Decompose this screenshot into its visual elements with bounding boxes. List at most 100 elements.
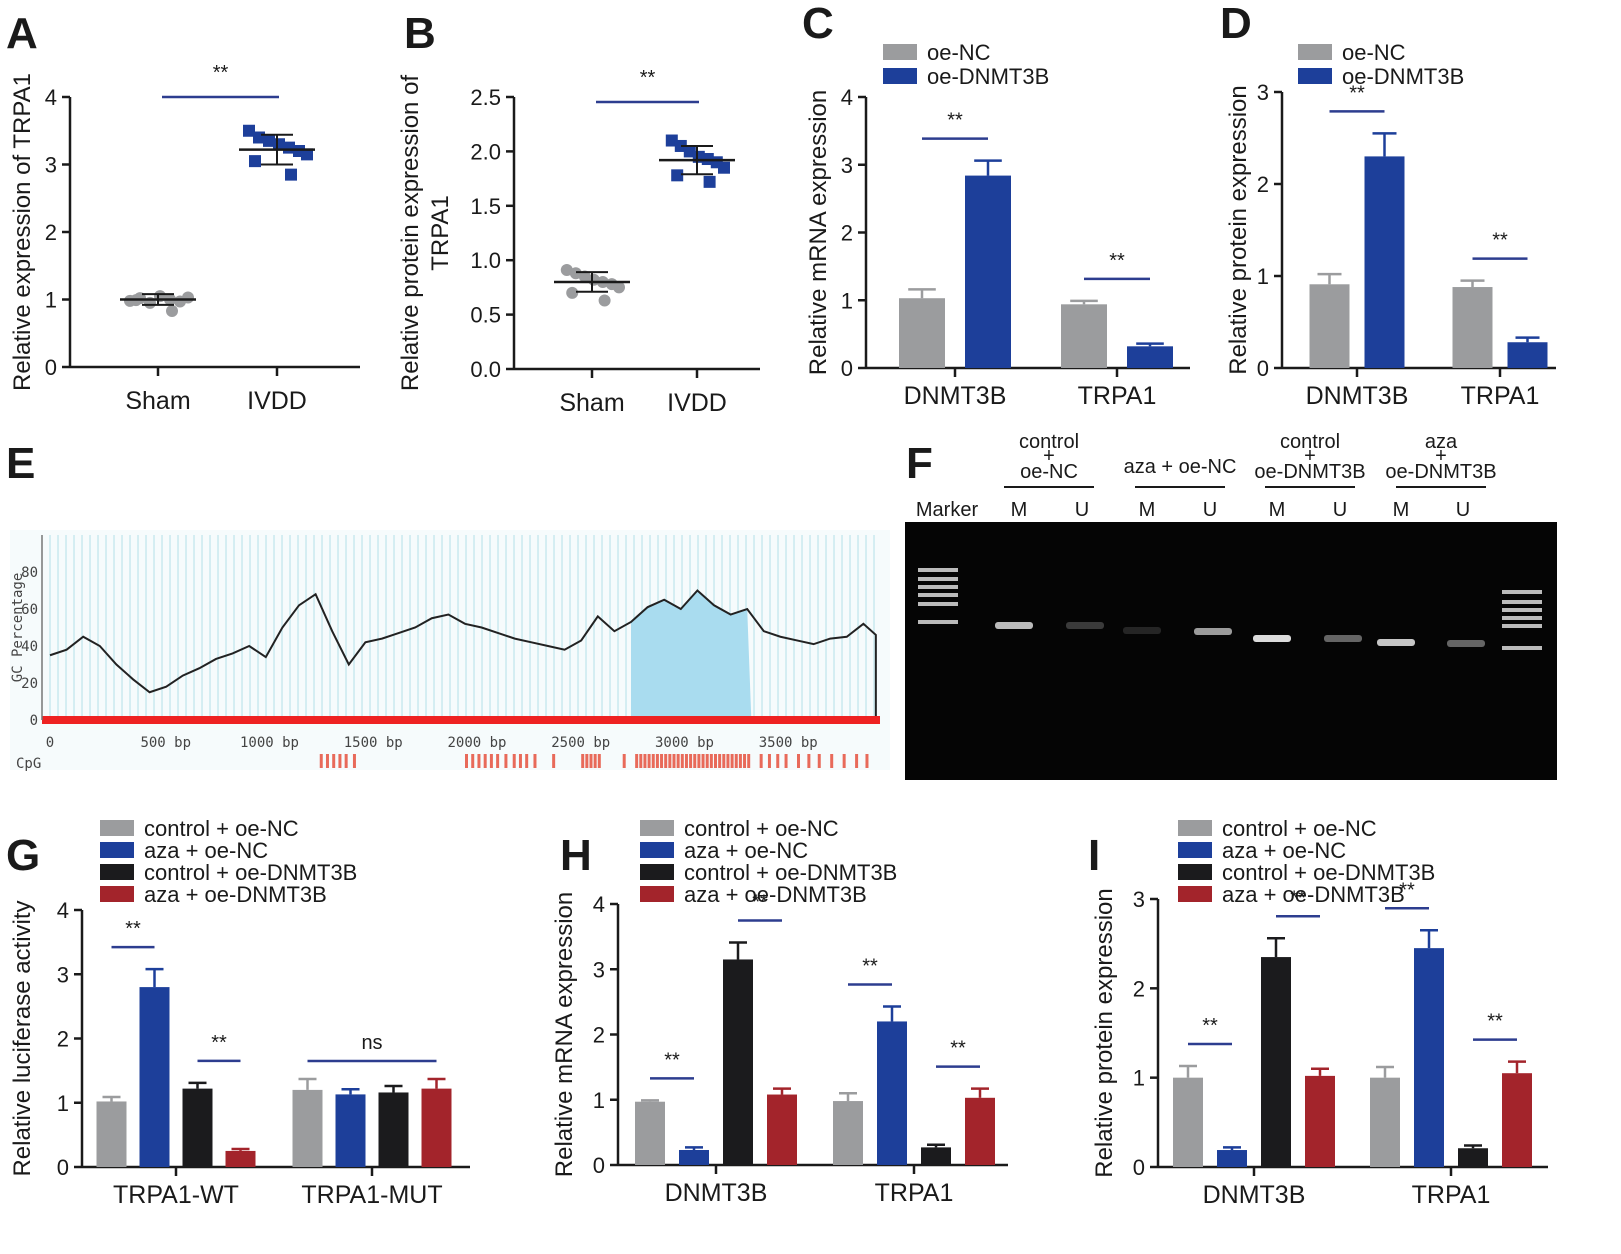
cpg-site-tick [714, 754, 717, 768]
gel-image [905, 522, 1557, 780]
y-tick-label: 4 [593, 892, 605, 917]
x-tick-label: IVDD [247, 387, 307, 415]
significance-label: ** [125, 918, 141, 940]
y-axis-title: Relative expression of TRPA1 [9, 73, 36, 391]
data-point-sham [566, 286, 579, 299]
ladder-band-left [918, 602, 958, 606]
lane-label: M [1393, 499, 1410, 521]
bar-oe-dnmt3b [1364, 156, 1405, 368]
y-tick-label: 0 [593, 1153, 605, 1178]
bar-control-oe-dnmt3b [378, 1092, 409, 1167]
legend-swatch [883, 44, 917, 60]
data-point-sham [569, 267, 582, 280]
data-point-sham [182, 291, 194, 304]
cpg-site-tick [639, 754, 643, 768]
cpg-site-tick [693, 754, 697, 768]
bar-aza-oe-dnmt3b [767, 1094, 797, 1165]
gc-y-tick-label: 60 [21, 602, 38, 618]
cpg-site-tick [842, 754, 846, 768]
legend-label: control + oe-DNMT3B [684, 860, 897, 885]
bar-aza-oe-dnmt3b [965, 1097, 995, 1165]
lane-label: M [1011, 499, 1028, 521]
data-point-sham [166, 304, 178, 317]
legend-label: aza + oe-NC [684, 838, 808, 863]
cpg-track-label: CpG [16, 756, 41, 772]
bar-control-oe-nc [292, 1089, 323, 1167]
cpg-site-tick [697, 754, 701, 768]
cpg-site-tick [817, 754, 821, 768]
significance-label: ** [1202, 1015, 1218, 1037]
y-tick-label: 2 [57, 1027, 69, 1052]
y-tick-label: 1 [1257, 264, 1269, 289]
legend-swatch [100, 842, 134, 858]
group-label-plus: + [1043, 445, 1055, 467]
x-tick-label: TRPA1-WT [113, 1181, 239, 1209]
bar-aza-oe-dnmt3b [1502, 1073, 1532, 1167]
cpg-site-tick [465, 754, 468, 768]
x-tick-label: DNMT3B [1203, 1181, 1306, 1209]
y-tick-label: 0 [1257, 356, 1269, 381]
bar-aza-oe-dnmt3b [421, 1088, 452, 1167]
sequence-baseline [42, 716, 880, 724]
y-tick-label: 3 [841, 153, 853, 178]
ladder-band-left [918, 620, 958, 624]
data-point-ivdd [243, 124, 255, 137]
cpg-site-tick [525, 754, 529, 768]
y-tick-label: 1 [1133, 1066, 1145, 1091]
cpg-site-tick [643, 754, 647, 768]
cpg-site-tick [489, 754, 493, 768]
cpg-site-tick [689, 754, 693, 768]
gc-y-tick-label: 80 [21, 565, 38, 581]
legend-label: aza + oe-DNMT3B [144, 882, 327, 907]
legend-swatch [1298, 44, 1332, 60]
cpg-site-tick [518, 754, 522, 768]
ladder-band-left [918, 577, 958, 581]
bar-aza-oe-dnmt3b [1305, 1075, 1335, 1167]
gc-y-tick-label: 20 [21, 676, 38, 692]
cpg-site-tick [552, 754, 556, 768]
lane-label: U [1075, 499, 1089, 521]
chart-g: 0 1 2 3 4 Relative luciferase activity TRPA1-W… [9, 816, 470, 1209]
cpg-island-region [631, 590, 752, 720]
pcr-band [1066, 622, 1104, 629]
data-point-ivdd [263, 134, 275, 147]
y-tick-label: 1 [45, 288, 57, 313]
y-tick-label: 2 [1133, 976, 1145, 1001]
chart-i: 0 1 2 3 Relative protein expression DNMT3B TRP… [1091, 816, 1548, 1209]
significance-label: ** [950, 1038, 966, 1060]
pcr-band [1447, 640, 1485, 647]
ladder-band-right [1502, 600, 1542, 604]
ladder-band-left [918, 568, 958, 572]
cpg-site-tick [344, 754, 348, 768]
cpg-site-tick [496, 754, 500, 768]
cpg-site-tick [830, 754, 834, 768]
y-axis-title-line: TRPA1 [427, 195, 454, 271]
legend-swatch [1178, 864, 1212, 880]
bar-control-oe-dnmt3b [1458, 1148, 1488, 1167]
y-axis-title: Relative mRNA expression [805, 90, 832, 375]
y-axis-title-line: Relative protein expression of [397, 75, 424, 392]
significance-label: ** [213, 62, 229, 84]
gc-x-tick-label: 500 bp [140, 735, 191, 751]
y-tick-label: 2 [1257, 172, 1269, 197]
bar-control-oe-nc [1370, 1077, 1400, 1167]
lane-label: U [1456, 499, 1470, 521]
marker-label: Marker [916, 499, 979, 521]
legend-swatch [100, 864, 134, 880]
legend-swatch [640, 864, 674, 880]
significance-label: ** [211, 1032, 227, 1054]
legend-swatch [883, 68, 917, 84]
data-point-sham [560, 263, 573, 276]
cpg-site-tick [504, 754, 508, 768]
y-tick-label: 4 [841, 85, 853, 110]
cpg-site-tick [680, 754, 684, 768]
y-tick-label: 0 [45, 355, 57, 380]
significance-label: ** [1109, 250, 1125, 272]
y-axis-title: Relative protein expression [1091, 888, 1118, 1178]
y-tick-label: 4 [57, 898, 69, 923]
legend-label: control + oe-NC [144, 816, 299, 841]
bar-control-oe-dnmt3b [921, 1147, 951, 1165]
data-point-sham [598, 294, 611, 307]
